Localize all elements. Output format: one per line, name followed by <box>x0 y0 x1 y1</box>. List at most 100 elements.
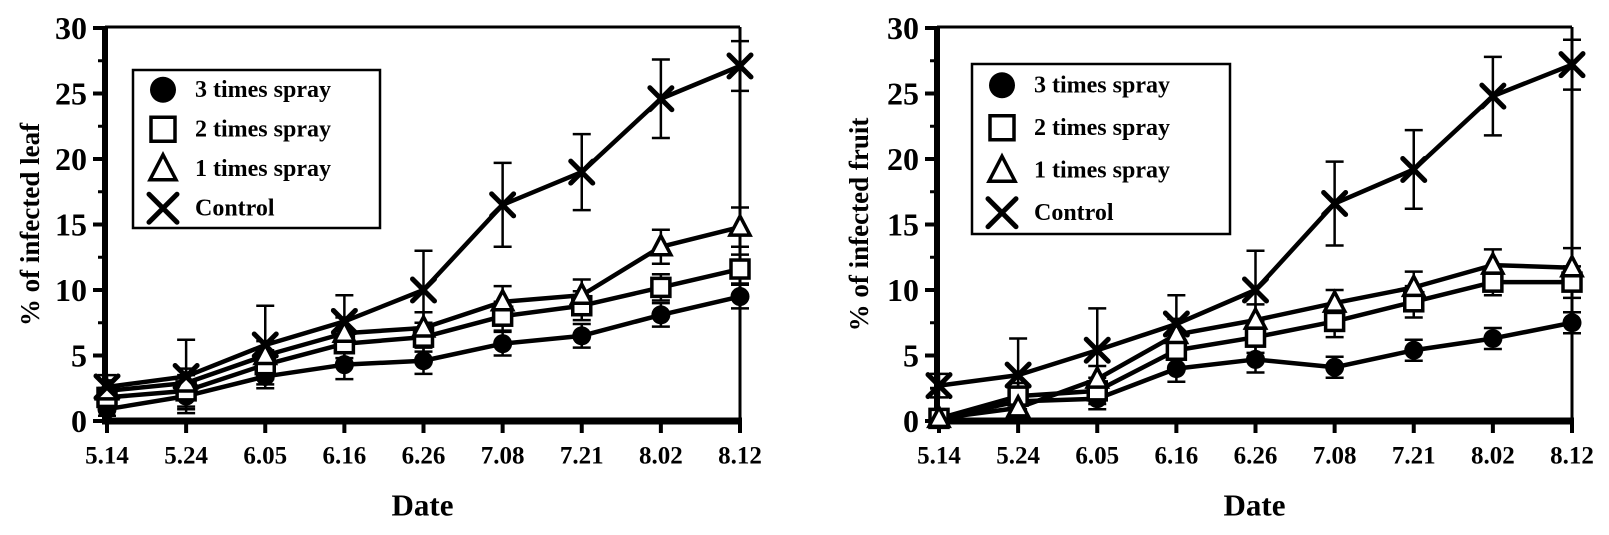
legend-label: Control <box>1034 200 1114 226</box>
x-axis-title: Date <box>1224 488 1286 523</box>
y-tick-label: 25 <box>887 76 919 112</box>
filled-circle-marker <box>493 334 513 354</box>
open-triangle-marker <box>410 313 437 338</box>
x-cross-marker <box>146 191 180 225</box>
y-axis: 0 5 10 15 20 25 30 <box>55 10 105 439</box>
series-markers-filled-circle <box>97 287 750 419</box>
filled-circle-marker <box>730 287 750 307</box>
x-cross-marker <box>1558 51 1586 79</box>
filled-circle-marker <box>651 305 671 325</box>
open-triangle-marker <box>1400 272 1427 298</box>
x-cross-marker <box>1321 190 1349 218</box>
x-cross-marker <box>1400 155 1428 183</box>
y-axis-title: % of infected leaf <box>15 122 45 326</box>
series-markers-x-cross <box>925 51 1586 400</box>
filled-circle-marker <box>1404 340 1424 360</box>
x-tick-label: 6.16 <box>1155 443 1199 470</box>
open-triangle-marker <box>1084 364 1111 389</box>
y-tick-label: 20 <box>55 141 87 177</box>
open-triangle-marker <box>1321 288 1348 313</box>
y-tick-label: 30 <box>887 10 919 46</box>
open-square-marker <box>988 114 1016 142</box>
open-square-marker <box>149 115 177 143</box>
x-cross-marker <box>330 307 358 335</box>
y-tick-label: 15 <box>55 207 87 243</box>
infected-fruit-chart: 0 5 10 15 20 25 30 5.14 5.24 6.05 6.16 6.26 7.08 7.21… <box>844 10 1594 523</box>
x-tick-label: 7.21 <box>1392 443 1436 470</box>
open-triangle-marker <box>647 232 674 257</box>
legend-box <box>970 62 1232 236</box>
x-tick-label: 6.05 <box>243 443 287 470</box>
x-cross-marker <box>489 191 517 219</box>
filled-circle-marker <box>1246 349 1265 369</box>
x-tick-label: 8.12 <box>718 443 762 470</box>
open-triangle-marker <box>1242 305 1269 330</box>
x-cross-marker <box>568 158 596 186</box>
legend-label: 3 times spray <box>1034 72 1170 98</box>
x-cross-marker <box>1479 82 1507 110</box>
open-triangle-marker <box>489 287 516 312</box>
infected-fruit-panel: 0 5 10 15 20 25 30 5.14 5.24 6.05 6.16 6.26 7.08 7.21… <box>809 0 1609 535</box>
legend-label: 1 times spray <box>1034 157 1170 183</box>
y-tick-label: 25 <box>55 76 87 112</box>
open-triangle-marker <box>331 318 358 343</box>
legend-label: 2 times spray <box>1034 115 1170 141</box>
x-cross-marker <box>172 362 200 390</box>
filled-circle-marker <box>1166 359 1186 379</box>
infected-leaf-panel: 0 5 10 15 20 25 30 5.14 5.24 6.05 6.16 6.26 7.08 7.21… <box>0 0 800 535</box>
legend: 3 times spray 2 times spray 1 times spray C… <box>970 62 1232 236</box>
legend: 3 times spray 2 times spray 1 times spray C… <box>131 68 382 230</box>
x-tick-label: 8.12 <box>1550 443 1594 470</box>
open-triangle-marker <box>986 152 1018 183</box>
infected-leaf-chart: 0 5 10 15 20 25 30 5.14 5.24 6.05 6.16 6.26 7.08 7.21… <box>15 10 762 523</box>
y-axis-title: % of infected fruit <box>844 118 874 332</box>
open-square-marker <box>1482 271 1504 293</box>
y-tick-label: 0 <box>71 403 87 439</box>
x-tick-label: 7.21 <box>560 443 604 470</box>
y-axis: 0 5 10 15 20 25 30 <box>887 10 937 439</box>
x-tick-label: 6.26 <box>1234 443 1278 470</box>
x-tick-label: 5.14 <box>917 443 961 470</box>
filled-circle-marker <box>150 76 176 103</box>
x-axis: 5.14 5.24 6.05 6.16 6.26 7.08 7.21 8.02 8.12 <box>85 421 762 470</box>
x-tick-label: 7.08 <box>481 443 525 470</box>
x-cross-marker <box>985 196 1019 230</box>
legend-label: 2 times spray <box>195 116 331 142</box>
open-triangle-marker <box>1005 393 1032 418</box>
x-cross-marker <box>1083 336 1111 364</box>
legend-label: 1 times spray <box>195 156 331 182</box>
y-tick-label: 5 <box>71 338 87 374</box>
x-cross-marker <box>925 372 953 400</box>
x-tick-label: 6.16 <box>323 443 367 470</box>
y-tick-label: 20 <box>887 141 919 177</box>
x-tick-label: 6.05 <box>1075 443 1119 470</box>
open-triangle-marker <box>1163 319 1190 345</box>
open-triangle-marker <box>926 403 952 429</box>
x-cross-marker <box>251 331 279 359</box>
x-tick-label: 6.26 <box>402 443 446 470</box>
y-tick-label: 10 <box>55 272 87 308</box>
x-tick-label: 8.02 <box>639 443 683 470</box>
y-tick-label: 0 <box>903 403 919 439</box>
x-cross-marker <box>1242 276 1269 304</box>
open-triangle-marker <box>568 280 595 305</box>
y-tick-label: 15 <box>887 207 919 243</box>
open-triangle-marker <box>252 340 279 366</box>
x-cross-marker <box>1004 361 1032 389</box>
x-cross-marker <box>647 85 675 113</box>
x-tick-label: 8.02 <box>1471 443 1515 470</box>
open-triangle-marker <box>147 150 179 182</box>
filled-circle-marker <box>1325 357 1345 377</box>
legend-label: 3 times spray <box>195 77 331 103</box>
x-axis: 5.14 5.24 6.05 6.16 6.26 7.08 7.21 8.02 8.12 <box>917 421 1594 470</box>
filled-circle-marker <box>1483 328 1503 348</box>
y-tick-label: 5 <box>903 338 919 374</box>
y-tick-label: 30 <box>55 10 87 46</box>
filled-circle-marker <box>334 355 354 375</box>
open-triangle-marker <box>727 212 753 237</box>
filled-circle-marker <box>414 351 433 371</box>
open-square-marker <box>729 258 751 280</box>
series-markers-x-cross <box>93 52 754 401</box>
legend-label: Control <box>195 195 275 221</box>
